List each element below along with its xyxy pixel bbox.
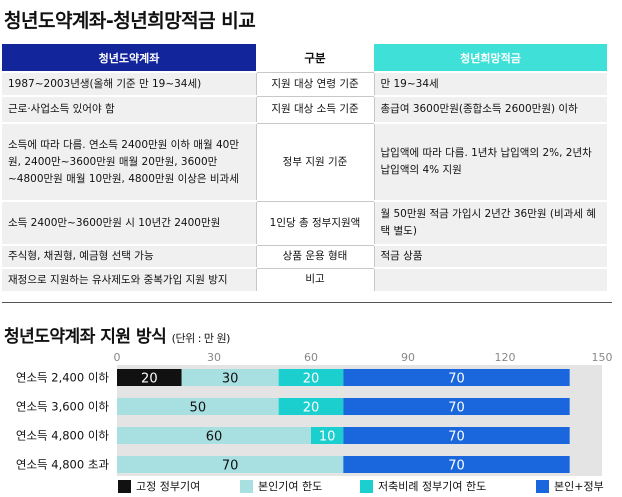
bar-segment [343,369,570,386]
chart-title-text: 청년도약계좌 지원 방식 [4,327,167,347]
cell-leap: 소득 2400만~3600만원 시 10년간 2400만원 [2,200,256,245]
cell-hope: 적금 상품 [374,244,607,268]
legend-item: 고정 정부기여 [118,478,200,494]
header-youth-hope-savings: 청년희망적금 [374,44,607,72]
cell-leap: 주식형, 채권형, 예금형 선택 가능 [2,244,256,268]
data-label: 70 [448,372,465,387]
cell-hope: 총급여 3600만원(종합소득 2600만원) 이하 [374,95,607,123]
chart-title: 청년도약계좌 지원 방식 (단위 : 만 원) [4,322,230,347]
chart-unit: (단위 : 만 원) [171,332,231,345]
data-label: 20 [303,372,320,387]
x-tick-label: 60 [304,351,318,364]
cell-leap: 근로·사업소득 있어야 함 [2,95,256,123]
data-label: 10 [319,430,336,445]
table-header-row: 청년도약계좌 구분 청년희망적금 [2,44,607,72]
legend-label: 본인+정부 [554,480,604,493]
table-row: 소득에 따라 다름. 연소득 2400만원 이하 매월 40만원, 2400만~… [2,122,607,201]
cell-hope: 납입액에 따라 다름. 1년차 납입액의 2%, 2년차 납입액의 4% 지원 [374,122,607,201]
cell-category: 지원 대상 소득 기준 [255,95,375,123]
cell-category: 1인당 총 정부지원액 [255,200,375,245]
data-label: 70 [222,459,239,474]
bar-segment [117,427,311,444]
bar-segment [117,369,182,386]
category-label: 연소득 2,400 이하 [16,371,110,385]
cell-hope: 만 19~34세 [374,71,607,96]
data-label: 60 [206,430,223,445]
stacked-bar-chart: 0 30 60 90 120 150 연소득 2,400 이하 20 30 20 70 연소득 3,6… [16,351,613,476]
table-row: 재정으로 지원하는 유사제도와 중복가입 지원 방지 비고 [2,267,607,291]
bar-segment [278,398,344,415]
bar-segment [117,398,279,415]
cell-hope: 월 50만원 적금 가입시 2년간 36만원 (비과세 혜택 별도) [374,200,607,245]
bar-segment [343,427,570,444]
legend-swatch [240,479,253,493]
section-divider [2,302,612,303]
legend-item: 저축비례 정부기여 한도 [360,478,486,494]
x-tick-label: 150 [592,351,613,364]
legend-label: 본인기여 한도 [258,480,323,493]
data-label: 20 [303,401,320,416]
data-label: 50 [190,401,207,416]
legend-swatch [536,479,549,493]
table-row: 근로·사업소득 있어야 함 지원 대상 소득 기준 총급여 3600만원(종합소… [2,95,607,123]
table-row: 소득 2400만~3600만원 시 10년간 2400만원 1인당 총 정부지원… [2,200,607,245]
data-label: 70 [448,401,465,416]
x-tick-label: 90 [401,351,415,364]
cell-hope [374,267,607,291]
data-label: 30 [222,372,239,387]
legend-swatch [360,479,373,493]
comparison-table: 청년도약계좌 구분 청년희망적금 1987~2003년생(올해 기준 만 19~… [2,44,607,291]
cell-category: 지원 대상 연령 기준 [255,71,375,96]
x-tick-label: 120 [495,351,516,364]
header-category: 구분 [256,44,374,72]
bar-segment [311,427,344,444]
bar-segment [343,398,570,415]
table-row: 주식형, 채권형, 예금형 선택 가능 상품 운용 형태 적금 상품 [2,244,607,268]
legend-item: 본인+정부 [536,478,604,494]
cell-category: 상품 운용 형태 [255,244,375,268]
category-label: 연소득 3,600 이하 [16,400,110,414]
header-youth-leap-account: 청년도약계좌 [2,44,256,72]
bar-segment [343,456,570,473]
data-label: 70 [448,430,465,445]
bar-segment [117,456,344,473]
legend-item: 본인기여 한도 [240,478,322,494]
cell-leap: 소득에 따라 다름. 연소득 2400만원 이하 매월 40만원, 2400만~… [2,122,256,201]
cell-leap: 1987~2003년생(올해 기준 만 19~34세) [2,71,256,96]
legend-label: 고정 정부기여 [136,480,201,493]
data-label: 20 [141,372,158,387]
legend-label: 저축비례 정부기여 한도 [378,480,487,493]
category-label: 연소득 4,800 초과 [16,458,110,472]
legend-swatch [118,479,131,493]
bar-segment [278,369,344,386]
x-tick-label: 0 [114,351,121,364]
cell-category: 비고 [255,267,375,291]
cell-category: 정부 지원 기준 [255,122,375,201]
table-row: 1987~2003년생(올해 기준 만 19~34세) 지원 대상 연령 기준 … [2,71,607,96]
page-title: 청년도약계좌-청년희망적금 비교 [4,10,256,32]
data-label: 70 [448,459,465,474]
x-tick-label: 30 [207,351,221,364]
bar-segment [181,369,279,386]
category-label: 연소득 4,800 이하 [16,429,110,443]
chart-legend: 고정 정부기여 본인기여 한도 저축비례 정부기여 한도 본인+정부 [0,478,622,496]
cell-leap: 재정으로 지원하는 유사제도와 중복가입 지원 방지 [2,267,256,291]
